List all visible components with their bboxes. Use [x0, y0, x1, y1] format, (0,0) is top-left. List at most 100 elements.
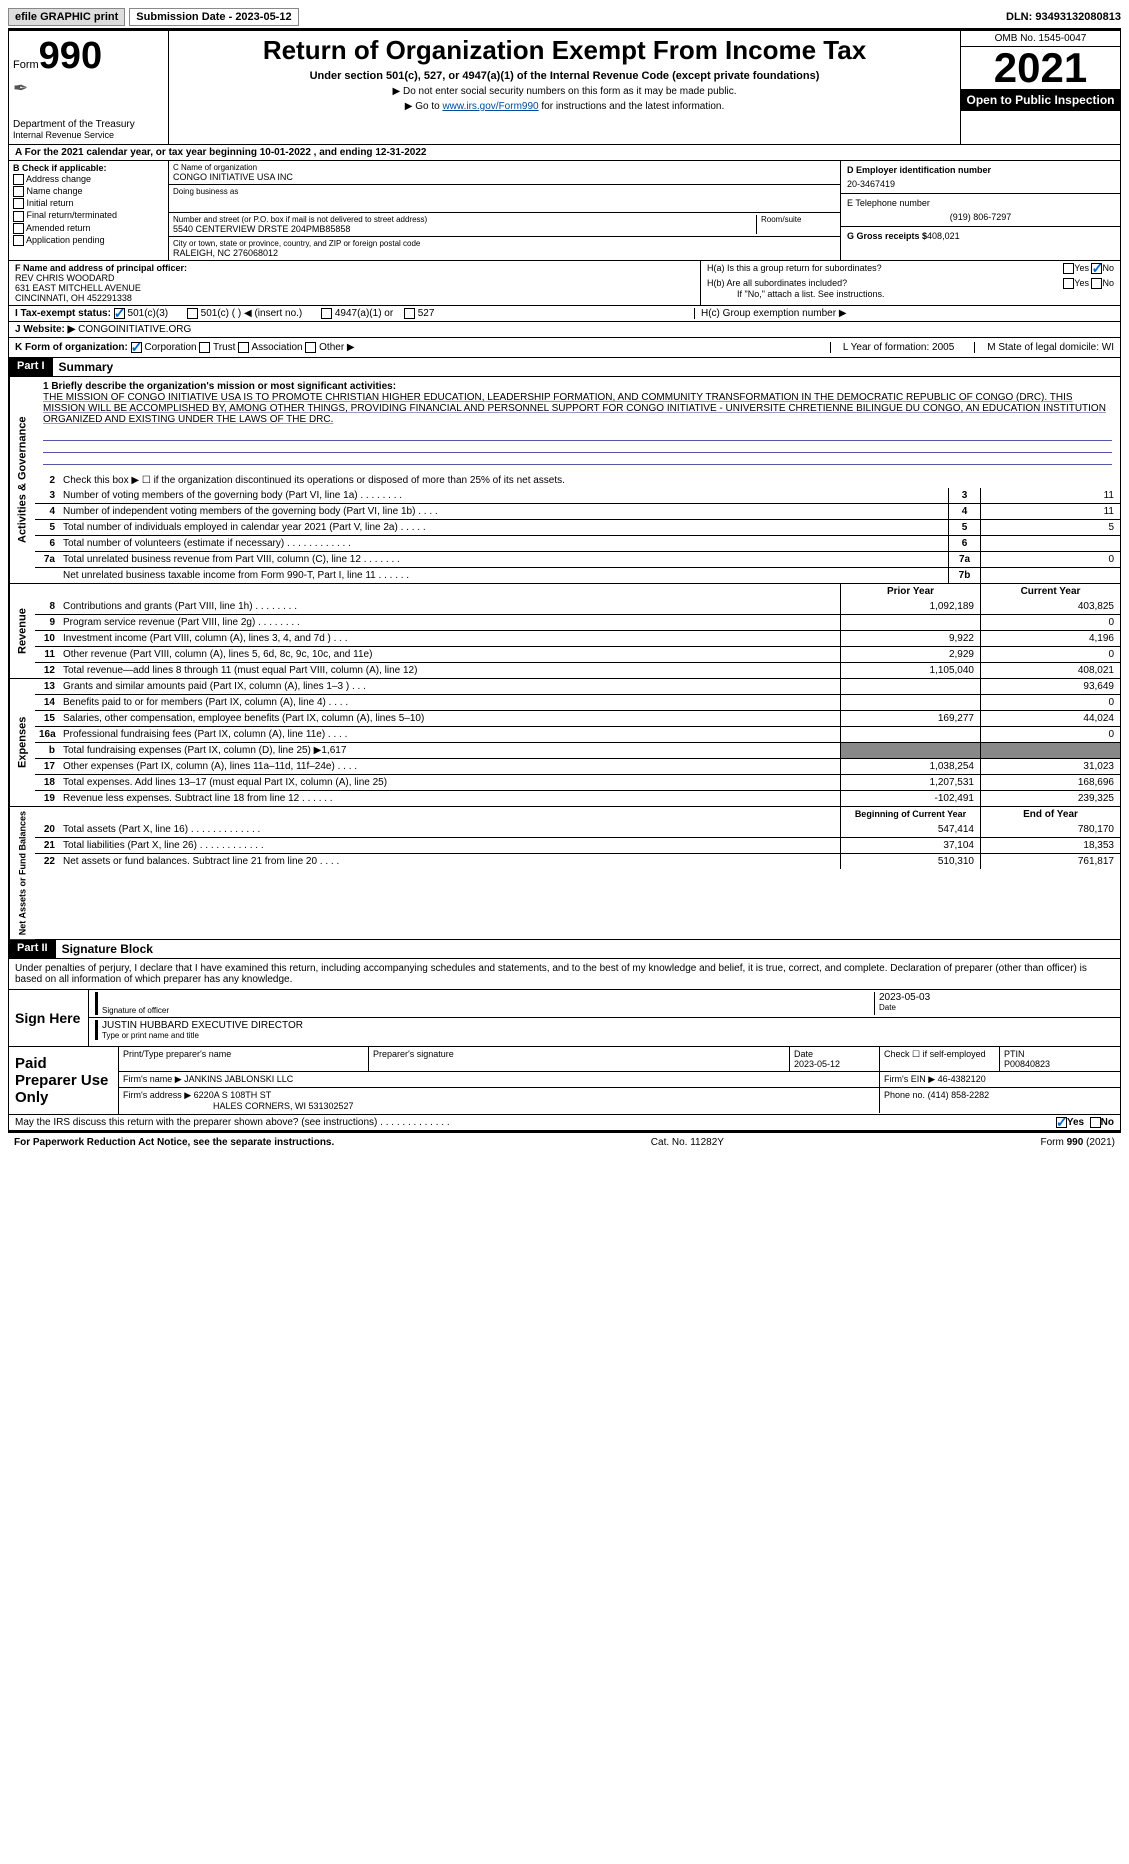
na-hdr: Beginning of Current Year End of Year [35, 807, 1120, 822]
irs-label: Internal Revenue Service [13, 130, 164, 140]
line2: Check this box ▶ ☐ if the organization d… [59, 473, 1120, 488]
chk-4947[interactable] [321, 308, 332, 319]
prep-date-lbl: Date [794, 1049, 813, 1059]
chk-address[interactable]: Address change [13, 174, 164, 185]
ptin: P00840823 [1004, 1059, 1050, 1069]
hdr-curr: Current Year [980, 584, 1120, 599]
phone-cell: E Telephone number (919) 806-7297 [841, 194, 1120, 227]
j-lbl: J Website: ▶ [15, 324, 75, 335]
vtab-netassets: Net Assets or Fund Balances [9, 807, 35, 939]
prep-date: 2023-05-12 [794, 1059, 840, 1069]
hb-yes[interactable] [1063, 278, 1074, 289]
chk-527[interactable] [404, 308, 415, 319]
exp-line: 14Benefits paid to or for members (Part … [35, 694, 1120, 710]
city: RALEIGH, NC 276068012 [173, 248, 836, 258]
chk-trust[interactable] [199, 342, 210, 353]
section-bcd: B Check if applicable: Address change Na… [8, 161, 1121, 261]
may-discuss: May the IRS discuss this return with the… [8, 1115, 1121, 1131]
form-subtitle: Under section 501(c), 527, or 4947(a)(1)… [177, 70, 952, 82]
form-header: Form990 ✒ Department of the Treasury Int… [8, 30, 1121, 145]
ein-cell: D Employer identification number 20-3467… [841, 161, 1120, 194]
chk-amended[interactable]: Amended return [13, 223, 164, 234]
gross-lbl: G Gross receipts $ [847, 231, 927, 241]
firm-ein: 46-4382120 [938, 1074, 986, 1084]
officer-name-title: JUSTIN HUBBARD EXECUTIVE DIRECTOR [102, 1020, 1114, 1031]
street-lbl: Number and street (or P.O. box if mail i… [173, 215, 756, 224]
form-title: Return of Organization Exempt From Incom… [177, 35, 952, 66]
rev-line: 9Program service revenue (Part VIII, lin… [35, 614, 1120, 630]
type-lbl: Type or print name and title [102, 1031, 1114, 1040]
may-yes[interactable] [1056, 1117, 1067, 1128]
hc-lbl: H(c) Group exemption number ▶ [694, 308, 1114, 319]
na-line: 22Net assets or fund balances. Subtract … [35, 853, 1120, 869]
may-no[interactable] [1090, 1117, 1101, 1128]
rev-line: 12Total revenue—add lines 8 through 11 (… [35, 662, 1120, 678]
part2-badge: Part II [9, 940, 56, 958]
hb-no[interactable] [1091, 278, 1102, 289]
phone-lbl: E Telephone number [847, 198, 1114, 208]
gross: 408,021 [927, 231, 960, 241]
prep-name-lbl: Print/Type preparer's name [119, 1047, 369, 1071]
ha-yes[interactable] [1063, 263, 1074, 274]
sign-here: Sign Here [9, 990, 89, 1046]
note-link: ▶ Go to www.irs.gov/Form990 for instruct… [177, 101, 952, 112]
exp-line: 15Salaries, other compensation, employee… [35, 710, 1120, 726]
chk-other[interactable] [305, 342, 316, 353]
may-q: May the IRS discuss this return with the… [15, 1117, 1056, 1128]
firm-name: JANKINS JABLONSKI LLC [184, 1074, 293, 1084]
gross-cell: G Gross receipts $408,021 [841, 227, 1120, 245]
hb-note: If "No," attach a list. See instructions… [737, 289, 1114, 299]
gov-line: 3Number of voting members of the governi… [35, 488, 1120, 503]
h-b: H(b) Are all subordinates included? Yes … [707, 278, 1114, 289]
efile-print-btn[interactable]: efile GRAPHIC print [8, 8, 125, 26]
irs-link[interactable]: www.irs.gov/Form990 [442, 101, 538, 112]
rev-line: 11Other revenue (Part VIII, column (A), … [35, 646, 1120, 662]
phone: (919) 806-7297 [847, 212, 1114, 222]
chk-final[interactable]: Final return/terminated [13, 210, 164, 221]
firm-phone: (414) 858-2282 [928, 1090, 990, 1100]
part1-badge: Part I [9, 358, 53, 376]
k-lbl: K Form of organization: [15, 342, 128, 353]
gov-line: 4Number of independent voting members of… [35, 503, 1120, 519]
chk-501c[interactable] [187, 308, 198, 319]
hb-lbl: H(b) Are all subordinates included? [707, 278, 847, 289]
ha-no[interactable] [1091, 263, 1102, 274]
hdr-prior: Prior Year [840, 584, 980, 599]
chk-assoc[interactable] [238, 342, 249, 353]
feather-icon: ✒ [13, 78, 164, 99]
hdr-beg: Beginning of Current Year [840, 807, 980, 822]
self-emp: Check ☐ if self-employed [880, 1047, 1000, 1071]
part1-title: Summary [53, 358, 120, 376]
room-lbl: Room/suite [761, 215, 836, 224]
exp-line: 17Other expenses (Part IX, column (A), l… [35, 758, 1120, 774]
gov-line: 5Total number of individuals employed in… [35, 519, 1120, 535]
dept-treasury: Department of the Treasury [13, 119, 164, 130]
h-a: H(a) Is this a group return for subordin… [707, 263, 1114, 274]
row-i: I Tax-exempt status: 501(c)(3) 501(c) ( … [8, 306, 1121, 322]
na-line: 21Total liabilities (Part X, line 26) . … [35, 837, 1120, 853]
firm-addr-lbl: Firm's address ▶ [123, 1090, 191, 1100]
city-cell: City or town, state or province, country… [169, 237, 840, 260]
f-label: F Name and address of principal officer: [15, 263, 694, 273]
chk-pending[interactable]: Application pending [13, 235, 164, 246]
chk-501c3[interactable] [114, 308, 125, 319]
ptin-lbl: PTIN [1004, 1049, 1025, 1059]
date-lbl: Date [879, 1003, 1114, 1012]
chk-corp[interactable] [131, 342, 142, 353]
chk-initial[interactable]: Initial return [13, 198, 164, 209]
mission-block: 1 Briefly describe the organization's mi… [35, 377, 1120, 429]
section-na: Net Assets or Fund Balances Beginning of… [8, 807, 1121, 940]
chk-name[interactable]: Name change [13, 186, 164, 197]
hdr-end: End of Year [980, 807, 1120, 822]
vtab-revenue: Revenue [9, 584, 35, 678]
mission-text: THE MISSION OF CONGO INITIATIVE USA IS T… [43, 392, 1112, 425]
blank2 [43, 441, 1112, 453]
topbar: efile GRAPHIC print Submission Date - 20… [8, 8, 1121, 30]
exp-line: 13Grants and similar amounts paid (Part … [35, 679, 1120, 694]
form-990-num: 990 [39, 35, 102, 77]
declaration: Under penalties of perjury, I declare th… [9, 959, 1120, 989]
ein-lbl: D Employer identification number [847, 165, 1114, 175]
row-a-period: A For the 2021 calendar year, or tax yea… [8, 145, 1121, 161]
dln: DLN: 93493132080813 [1006, 11, 1121, 23]
firm-name-lbl: Firm's name ▶ [123, 1074, 182, 1084]
